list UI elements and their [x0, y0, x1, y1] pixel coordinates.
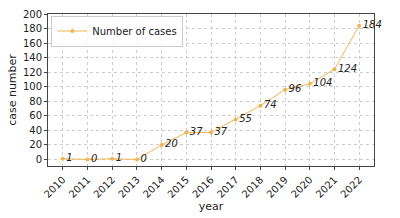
svg-text:2013: 2013: [116, 174, 142, 200]
svg-text:37: 37: [215, 126, 228, 137]
svg-text:1: 1: [116, 152, 122, 163]
svg-text:120: 120: [23, 67, 42, 78]
svg-text:case number: case number: [6, 54, 19, 126]
svg-text:74: 74: [264, 99, 277, 110]
svg-text:100: 100: [23, 81, 42, 92]
svg-text:year: year: [199, 200, 224, 213]
svg-text:2014: 2014: [141, 174, 167, 200]
svg-text:2010: 2010: [42, 174, 68, 200]
svg-text:2011: 2011: [67, 174, 93, 200]
svg-text:200: 200: [23, 9, 42, 20]
svg-text:40: 40: [29, 125, 42, 136]
svg-text:140: 140: [23, 52, 42, 63]
svg-text:2017: 2017: [215, 174, 241, 200]
svg-text:2021: 2021: [314, 174, 340, 200]
svg-text:20: 20: [165, 138, 178, 149]
svg-text:180: 180: [23, 23, 42, 34]
svg-text:2022: 2022: [338, 174, 364, 200]
svg-text:124: 124: [338, 63, 357, 74]
svg-text:184: 184: [363, 19, 382, 30]
svg-text:0: 0: [36, 154, 42, 165]
svg-text:0: 0: [140, 153, 146, 164]
svg-text:20: 20: [29, 139, 42, 150]
svg-text:2019: 2019: [264, 174, 290, 200]
svg-text:2015: 2015: [165, 174, 191, 200]
svg-text:37: 37: [190, 126, 203, 137]
svg-text:60: 60: [29, 110, 42, 121]
svg-text:96: 96: [289, 83, 302, 94]
svg-text:104: 104: [313, 77, 332, 88]
svg-text:2012: 2012: [91, 174, 117, 200]
svg-text:0: 0: [91, 153, 97, 164]
svg-text:Number of cases: Number of cases: [92, 26, 176, 37]
svg-text:55: 55: [239, 113, 252, 124]
svg-text:2020: 2020: [289, 174, 315, 200]
svg-text:2018: 2018: [240, 174, 266, 200]
svg-text:80: 80: [29, 96, 42, 107]
svg-text:2016: 2016: [190, 174, 216, 200]
svg-text:1: 1: [66, 152, 72, 163]
svg-text:160: 160: [23, 38, 42, 49]
